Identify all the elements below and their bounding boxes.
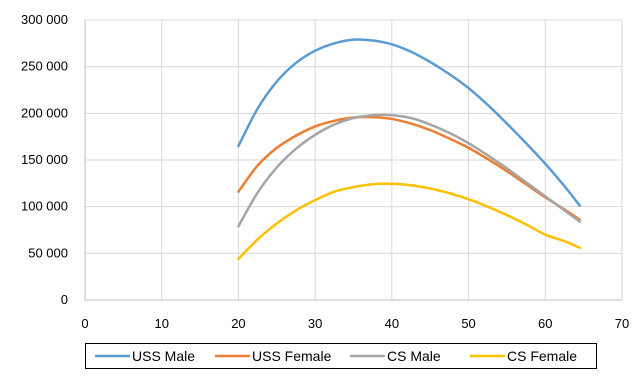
y-tick-label: 250 000 (21, 59, 68, 74)
series-line-uss-male (237, 38, 582, 207)
x-axis-ticks: 0 10 20 30 40 50 60 70 (81, 316, 629, 331)
x-tick-label: 30 (308, 316, 322, 331)
legend-box (85, 343, 597, 369)
x-tick-label: 60 (538, 316, 552, 331)
x-tick-label: 0 (81, 316, 88, 331)
series-line-uss-female (237, 115, 582, 221)
x-tick-label: 70 (615, 316, 629, 331)
y-tick-label: 0 (61, 292, 68, 307)
legend-label-uss-female: USS Female (252, 348, 332, 364)
y-tick-label: 300 000 (21, 12, 68, 27)
legend: USS Male USS Female CS Male CS Female (85, 343, 597, 369)
x-tick-label: 40 (385, 316, 399, 331)
x-tick-label: 50 (461, 316, 475, 331)
y-tick-label: 200 000 (21, 105, 68, 120)
y-axis-ticks: 0 50 000 100 000 150 000 200 000 250 000 300 0… (21, 12, 68, 307)
y-tick-label: 150 000 (21, 152, 68, 167)
axes (84, 20, 622, 301)
x-tick-label: 10 (154, 316, 168, 331)
y-tick-label: 100 000 (21, 199, 68, 214)
legend-label-cs-female: CS Female (507, 348, 577, 364)
y-tick-label: 50 000 (28, 245, 68, 260)
legend-label-cs-male: CS Male (387, 348, 441, 364)
legend-label-uss-male: USS Male (132, 348, 195, 364)
series-line-cs-male (237, 113, 582, 228)
series-lines (237, 38, 582, 261)
x-tick-label: 20 (231, 316, 245, 331)
series-line-cs-female (237, 182, 582, 261)
